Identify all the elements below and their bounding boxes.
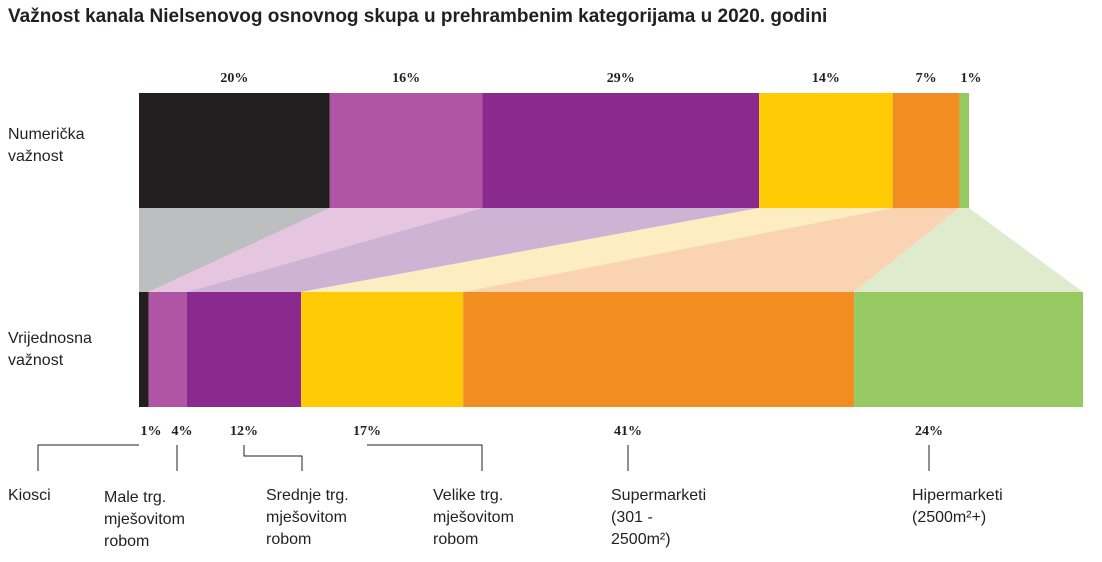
leader-line: [37, 444, 139, 471]
connector-band: [186, 208, 760, 292]
bar-segment: [329, 93, 483, 208]
connector-band: [463, 208, 960, 292]
numeric-importance-bar: [139, 93, 969, 208]
connector-band: [139, 208, 330, 292]
bottom-value-label: 4%: [172, 424, 193, 439]
connector-band: [148, 208, 483, 292]
top-value-label: 1%: [961, 71, 982, 86]
bar-segment: [301, 292, 464, 407]
top-value-label: 20%: [220, 71, 248, 86]
top-value-label: 7%: [916, 71, 937, 86]
category-label: Supermarketi (301 -2500m²): [611, 487, 706, 548]
bottom-value-label: 24%: [915, 424, 943, 439]
connector-band: [854, 208, 1083, 292]
top-value-label: 14%: [812, 71, 840, 86]
category-label: Male trg. mješovitom robom: [104, 489, 185, 550]
bar-segment: [892, 93, 960, 208]
bar-segment: [139, 93, 330, 208]
bottom-value-label: 17%: [353, 424, 381, 439]
bar-segment: [186, 292, 302, 407]
bar-segment: [959, 93, 969, 208]
category-label: Srednje trg. mješovitom robom: [266, 487, 349, 548]
leader-line: [243, 445, 303, 471]
chart-title: Važnost kanala Nielsenovog osnovnog skup…: [8, 6, 828, 27]
bar-segment: [854, 292, 1083, 407]
connector-bands: [139, 208, 1083, 292]
value-importance-bar: [139, 292, 1083, 407]
bar-segment: [148, 292, 187, 407]
category-label: Velike trg. mješovitom robom: [433, 487, 514, 548]
top-value-label: 29%: [607, 71, 635, 86]
row-label-numeric: Numerička važnost: [8, 126, 85, 165]
row-label-value: Vrijednosna važnost: [8, 330, 92, 369]
bar-segment: [139, 292, 149, 407]
bar-segment: [759, 93, 893, 208]
category-label: Hipermarketi (2500m²+): [912, 487, 1003, 526]
bottom-value-label: 1%: [141, 424, 162, 439]
top-value-label: 16%: [392, 71, 420, 86]
chart-labels: Numerička važnost Vrijednosna važnost 20% 16%…: [8, 71, 1003, 550]
bar-segment: [482, 93, 760, 208]
connector-band: [301, 208, 893, 292]
bottom-value-label: 41%: [614, 424, 642, 439]
category-label: Kiosci: [8, 487, 51, 504]
leader-line: [367, 444, 483, 471]
bottom-value-label: 12%: [230, 424, 258, 439]
bar-segment: [463, 292, 855, 407]
